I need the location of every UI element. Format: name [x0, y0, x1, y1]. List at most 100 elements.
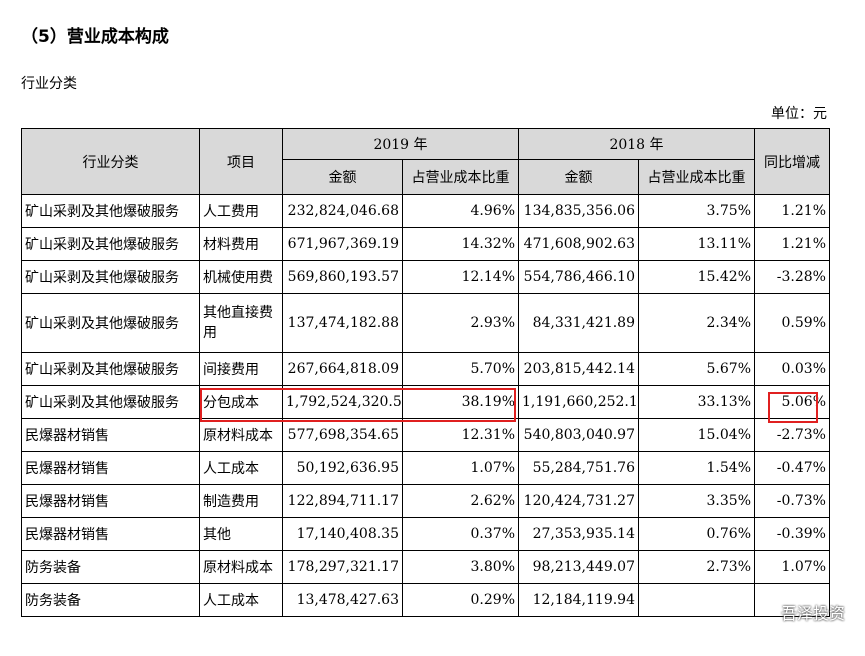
cell-ratio-2019: 0.29%	[402, 583, 519, 617]
cell-yoy: -2.73%	[754, 418, 830, 452]
header-amount-2018: 金额	[518, 159, 639, 195]
cell-amount-2019: 1,792,524,320.56	[282, 385, 403, 419]
cell-yoy	[754, 583, 830, 617]
cell-amount-2019: 577,698,354.65	[282, 418, 403, 452]
cell-amount-2019: 122,894,711.17	[282, 484, 403, 518]
cell-industry: 矿山采剥及其他爆破服务	[21, 352, 200, 386]
cell-yoy: 1.07%	[754, 550, 830, 584]
cell-ratio-2019: 14.32%	[402, 227, 519, 261]
cell-amount-2019: 267,664,818.09	[282, 352, 403, 386]
cell-yoy: 0.03%	[754, 352, 830, 386]
cell-amount-2018: 1,191,660,252.13	[518, 385, 639, 419]
cell-amount-2018: 471,608,902.63	[518, 227, 639, 261]
cell-amount-2019: 50,192,636.95	[282, 451, 403, 485]
cell-industry: 矿山采剥及其他爆破服务	[21, 194, 200, 228]
cell-yoy: 5.06%	[754, 385, 830, 419]
cell-industry: 防务装备	[21, 550, 200, 584]
cell-amount-2018: 55,284,751.76	[518, 451, 639, 485]
table-row: 矿山采剥及其他爆破服务 人工费用 232,824,046.68 4.96% 13…	[21, 194, 830, 228]
cell-item: 分包成本	[199, 385, 283, 419]
cell-ratio-2019: 4.96%	[402, 194, 519, 228]
cell-yoy: -0.39%	[754, 517, 830, 551]
cost-table: 行业分类 项目 2019 年 2018 年 同比增减 金额 占营业成本比重 金额…	[21, 128, 830, 617]
cell-amount-2019: 569,860,193.57	[282, 260, 403, 294]
cell-ratio-2019: 0.37%	[402, 517, 519, 551]
cell-item: 人工成本	[199, 451, 283, 485]
cell-ratio-2019: 5.70%	[402, 352, 519, 386]
table-row: 民爆器材销售 原材料成本 577,698,354.65 12.31% 540,8…	[21, 418, 830, 452]
cell-item: 其他直接费用	[199, 293, 283, 353]
cell-ratio-2019: 38.19%	[402, 385, 519, 419]
table-row: 民爆器材销售 其他 17,140,408.35 0.37% 27,353,935…	[21, 517, 830, 551]
cell-amount-2018: 134,835,356.06	[518, 194, 639, 228]
header-ratio-2018: 占营业成本比重	[638, 159, 755, 195]
cell-amount-2018: 554,786,466.10	[518, 260, 639, 294]
cell-item: 其他	[199, 517, 283, 551]
table-row: 民爆器材销售 人工成本 50,192,636.95 1.07% 55,284,7…	[21, 451, 830, 485]
table-row: 防务装备 人工成本 13,478,427.63 0.29% 12,184,119…	[21, 583, 830, 617]
cell-ratio-2018: 15.04%	[638, 418, 755, 452]
cell-amount-2018: 98,213,449.07	[518, 550, 639, 584]
section-title: （5）营业成本构成	[21, 27, 169, 47]
table-row: 民爆器材销售 制造费用 122,894,711.17 2.62% 120,424…	[21, 484, 830, 518]
cell-ratio-2018: 5.67%	[638, 352, 755, 386]
cell-industry: 矿山采剥及其他爆破服务	[21, 227, 200, 261]
header-ratio-2019: 占营业成本比重	[402, 159, 519, 195]
cell-item: 原材料成本	[199, 418, 283, 452]
cell-ratio-2018: 1.54%	[638, 451, 755, 485]
cell-yoy: 0.59%	[754, 293, 830, 353]
cell-amount-2019: 178,297,321.17	[282, 550, 403, 584]
cell-yoy: -3.28%	[754, 260, 830, 294]
watermark-logo: 吾泽投资	[780, 604, 845, 623]
cell-industry: 矿山采剥及其他爆破服务	[21, 260, 200, 294]
cell-industry: 民爆器材销售	[21, 517, 200, 551]
cell-ratio-2018: 3.75%	[638, 194, 755, 228]
cell-item: 制造费用	[199, 484, 283, 518]
cell-item: 材料费用	[199, 227, 283, 261]
header-amount-2019: 金额	[282, 159, 403, 195]
cell-ratio-2018: 13.11%	[638, 227, 755, 261]
cell-item: 人工费用	[199, 194, 283, 228]
table-row-highlighted: 矿山采剥及其他爆破服务 分包成本 1,792,524,320.56 38.19%…	[21, 385, 830, 419]
cell-amount-2019: 17,140,408.35	[282, 517, 403, 551]
cell-amount-2018: 540,803,040.97	[518, 418, 639, 452]
header-yoy: 同比增减	[754, 128, 830, 195]
cell-ratio-2019: 1.07%	[402, 451, 519, 485]
header-year-2019: 2019 年	[282, 128, 519, 160]
cell-item: 间接费用	[199, 352, 283, 386]
cell-amount-2019: 232,824,046.68	[282, 194, 403, 228]
cell-yoy: 1.21%	[754, 227, 830, 261]
cell-amount-2018: 27,353,935.14	[518, 517, 639, 551]
cell-ratio-2018: 33.13%	[638, 385, 755, 419]
cell-ratio-2019: 3.80%	[402, 550, 519, 584]
cell-industry: 民爆器材销售	[21, 451, 200, 485]
cell-ratio-2019: 12.31%	[402, 418, 519, 452]
cell-ratio-2018: 15.42%	[638, 260, 755, 294]
cell-industry: 民爆器材销售	[21, 418, 200, 452]
cell-ratio-2018: 0.76%	[638, 517, 755, 551]
table-row: 矿山采剥及其他爆破服务 材料费用 671,967,369.19 14.32% 4…	[21, 227, 830, 261]
cell-ratio-2018: 2.73%	[638, 550, 755, 584]
cell-industry: 民爆器材销售	[21, 484, 200, 518]
cell-yoy: 1.21%	[754, 194, 830, 228]
cell-amount-2018: 12,184,119.94	[518, 583, 639, 617]
cell-ratio-2018	[638, 583, 755, 617]
cell-yoy: -0.47%	[754, 451, 830, 485]
cell-amount-2018: 203,815,442.14	[518, 352, 639, 386]
table-row: 矿山采剥及其他爆破服务 其他直接费用 137,474,182.88 2.93% …	[21, 293, 830, 353]
table-row: 防务装备 原材料成本 178,297,321.17 3.80% 98,213,4…	[21, 550, 830, 584]
cell-industry: 矿山采剥及其他爆破服务	[21, 293, 200, 353]
cell-industry: 防务装备	[21, 583, 200, 617]
header-item: 项目	[199, 128, 283, 195]
cell-amount-2019: 13,478,427.63	[282, 583, 403, 617]
cell-item: 原材料成本	[199, 550, 283, 584]
cell-amount-2018: 84,331,421.89	[518, 293, 639, 353]
unit-label: 单位：元	[771, 106, 827, 122]
cell-ratio-2018: 3.35%	[638, 484, 755, 518]
cell-ratio-2019: 2.93%	[402, 293, 519, 353]
cell-ratio-2018: 2.34%	[638, 293, 755, 353]
cell-ratio-2019: 12.14%	[402, 260, 519, 294]
cell-ratio-2019: 2.62%	[402, 484, 519, 518]
header-industry: 行业分类	[21, 128, 200, 195]
cell-amount-2019: 137,474,182.88	[282, 293, 403, 353]
